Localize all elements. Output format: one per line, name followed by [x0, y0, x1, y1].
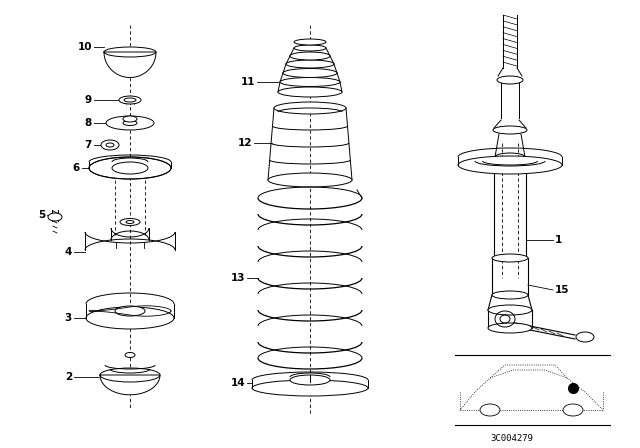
Text: 15: 15 [555, 285, 570, 295]
Ellipse shape [124, 98, 136, 102]
Ellipse shape [274, 102, 346, 114]
Text: 11: 11 [241, 77, 255, 87]
Ellipse shape [290, 375, 330, 385]
Text: 8: 8 [84, 118, 92, 128]
Ellipse shape [125, 353, 135, 358]
Ellipse shape [86, 307, 174, 329]
Ellipse shape [493, 126, 527, 134]
Ellipse shape [48, 213, 62, 221]
Text: 13: 13 [230, 273, 245, 283]
Ellipse shape [492, 254, 528, 262]
Polygon shape [100, 375, 160, 395]
Ellipse shape [268, 173, 352, 187]
Text: 7: 7 [84, 140, 92, 150]
Ellipse shape [294, 45, 326, 51]
Text: 9: 9 [85, 95, 92, 105]
Ellipse shape [563, 404, 583, 416]
Ellipse shape [101, 140, 119, 150]
Text: 3: 3 [65, 313, 72, 323]
Ellipse shape [119, 96, 141, 104]
Ellipse shape [106, 116, 154, 130]
Ellipse shape [123, 121, 137, 125]
Ellipse shape [252, 380, 368, 396]
Ellipse shape [576, 332, 594, 342]
Ellipse shape [106, 143, 114, 147]
Ellipse shape [283, 69, 337, 78]
Ellipse shape [290, 52, 330, 60]
Ellipse shape [458, 156, 562, 174]
Ellipse shape [286, 60, 334, 68]
Ellipse shape [492, 291, 528, 299]
Text: 3C004279: 3C004279 [490, 434, 533, 443]
Ellipse shape [126, 220, 134, 224]
Ellipse shape [123, 116, 137, 122]
Text: 2: 2 [65, 372, 72, 382]
Ellipse shape [100, 368, 160, 382]
Ellipse shape [89, 157, 171, 179]
Ellipse shape [112, 162, 148, 174]
Ellipse shape [280, 78, 340, 86]
Polygon shape [104, 52, 156, 78]
Ellipse shape [120, 219, 140, 225]
Text: 12: 12 [237, 138, 252, 148]
Text: 10: 10 [77, 42, 92, 52]
Text: 6: 6 [73, 163, 80, 173]
Text: 1: 1 [555, 235, 563, 245]
Text: 4: 4 [65, 247, 72, 257]
Ellipse shape [115, 306, 145, 316]
Ellipse shape [480, 404, 500, 416]
Ellipse shape [488, 323, 532, 333]
Ellipse shape [294, 39, 326, 45]
Text: 14: 14 [230, 378, 245, 388]
Ellipse shape [278, 87, 342, 97]
Ellipse shape [104, 47, 156, 57]
Ellipse shape [488, 305, 532, 315]
Text: 5: 5 [38, 210, 45, 220]
Ellipse shape [497, 76, 523, 84]
